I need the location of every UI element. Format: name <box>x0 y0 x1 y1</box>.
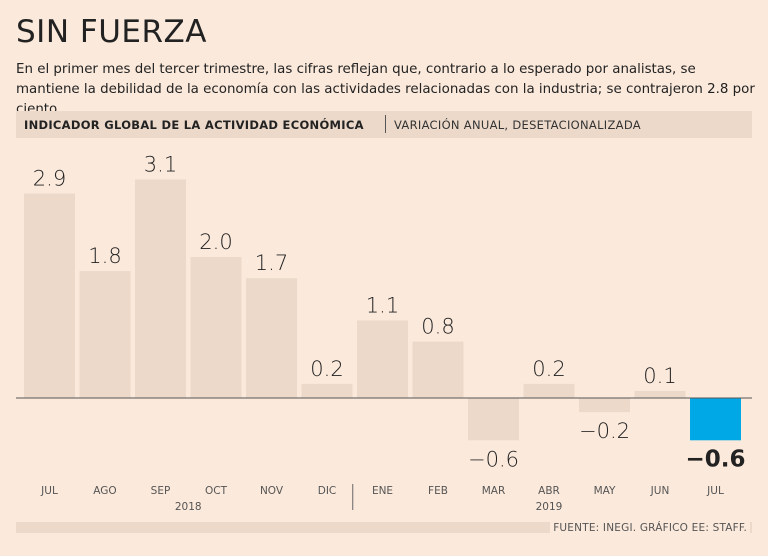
header-band: INDICADOR GLOBAL DE LA ACTIVIDAD ECONÓMI… <box>16 111 752 138</box>
x-tick-label-4: NOV <box>260 485 284 497</box>
value-label-6: 1.1 <box>366 293 399 317</box>
bar-jul-12 <box>690 398 741 441</box>
bar-sep-2 <box>135 179 186 398</box>
value-label-12: −0.6 <box>685 446 745 472</box>
value-label-3: 2.0 <box>199 230 232 254</box>
x-tick-label-5: DIC <box>318 485 337 497</box>
footer-band <box>16 522 752 533</box>
bar-dic-5 <box>301 383 353 398</box>
bar-nov-4 <box>246 278 297 398</box>
x-tick-label-0: JUL <box>40 485 58 497</box>
x-tick-label-3: OCT <box>205 485 228 497</box>
x-tick-label-10: MAY <box>594 485 616 497</box>
source-note: FUENTE: INEGI. GRÁFICO EE: STAFF. <box>550 522 750 535</box>
bar-ago-1 <box>79 271 131 398</box>
indicator-title: INDICADOR GLOBAL DE LA ACTIVIDAD ECONÓMI… <box>24 118 364 132</box>
bar-abr-9 <box>523 383 575 398</box>
x-tick-label-2: SEP <box>151 485 171 497</box>
value-label-7: 0.8 <box>421 315 454 339</box>
x-tick-label-11: JUN <box>650 485 670 497</box>
value-label-9: 0.2 <box>532 357 565 381</box>
x-tick-label-7: FEB <box>428 485 448 497</box>
value-label-1: 1.8 <box>88 244 121 268</box>
x-tick-label-8: MAR <box>482 485 506 497</box>
value-label-2: 3.1 <box>144 152 177 176</box>
chart-subtitle: En el primer mes del tercer trimestre, l… <box>16 62 755 117</box>
x-tick-label-1: AGO <box>93 485 116 497</box>
x-tick-label-9: ABR <box>538 485 560 497</box>
indicator-subtitle: VARIACIÓN ANUAL, DESETACIONALIZADA <box>394 118 641 132</box>
chart-title: SIN FUERZA <box>16 14 207 50</box>
value-label-8: −0.6 <box>468 447 519 471</box>
bar-ene-6 <box>357 320 408 398</box>
year-label-2018: 2018 <box>175 501 202 513</box>
value-label-5: 0.2 <box>310 357 343 381</box>
bar-may-10 <box>579 398 630 413</box>
year-label-2019: 2019 <box>536 501 563 513</box>
bar-jun-11 <box>634 390 686 398</box>
value-label-4: 1.7 <box>255 251 288 275</box>
bar-mar-8 <box>468 398 519 441</box>
x-tick-label-6: ENE <box>372 485 393 497</box>
bar-jul-0 <box>24 193 75 398</box>
x-tick-label-12: JUL <box>706 485 724 497</box>
bar-oct-3 <box>190 257 242 398</box>
bar-feb-7 <box>412 341 464 398</box>
header-divider <box>385 115 386 133</box>
value-label-0: 2.9 <box>33 167 66 191</box>
value-label-11: 0.1 <box>643 364 676 388</box>
value-label-10: −0.2 <box>579 419 630 443</box>
